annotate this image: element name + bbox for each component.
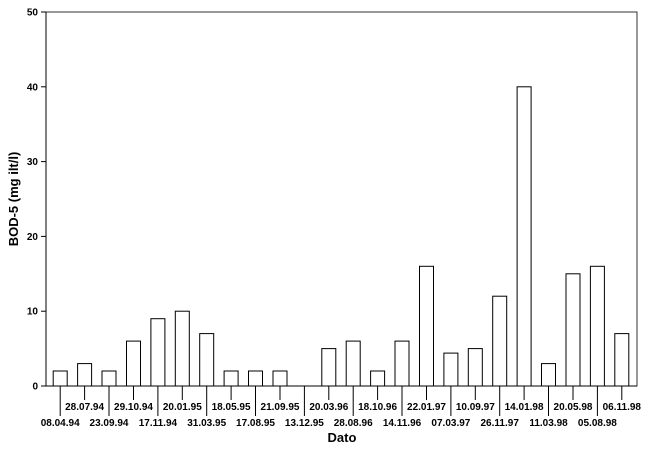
bar-23 [614,333,630,387]
x-tick-label-2: 23.09.94 [90,418,129,429]
bar-5 [174,310,190,387]
x-tick-label-4: 17.11.94 [139,418,178,429]
x-tick-label-15: 22.01.97 [407,402,446,413]
x-tick-label-16: 07.03.97 [431,418,470,429]
bar-12 [345,340,361,387]
x-tick-label-6: 31.03.95 [187,418,226,429]
x-tick-label-bg-5 [161,402,204,413]
x-axis-title: Dato [328,430,357,445]
x-tick-label-bg-11 [308,402,350,413]
x-tick-label-23: 06.11.98 [603,402,642,413]
bar-3 [126,340,141,387]
y-axis: 0 10 20 30 40 50 [27,8,47,393]
x-tick-label-8: 17.08.95 [236,418,275,429]
x-tick-label-5: 20.01.95 [163,402,202,413]
x-tick-label-1: 28.07.94 [65,402,104,413]
bar-1 [77,363,93,387]
bar-18 [492,295,508,387]
x-tick-label-bg-12 [332,418,375,429]
x-tick-label-10: 13.12.95 [285,418,324,429]
x-tick-label-bg-6 [186,418,228,429]
x-tick-label-18: 26.11.97 [481,418,520,429]
bar-0 [52,370,68,387]
x-tick-label-17: 10.09.97 [456,402,495,413]
x-tick-label-bg-2 [88,418,130,429]
y-tick-label-2: 20 [27,232,39,243]
bar-9 [272,370,288,387]
x-tick-label-bg-22 [576,418,619,429]
x-tick-label-bg-19 [503,402,545,413]
bar-21 [565,273,581,387]
x-tick-label-bg-16 [430,418,472,429]
bar-16 [443,352,459,387]
y-axis-title: BOD-5 (mg ilt/l) [6,152,21,247]
x-tick-label-bg-20 [528,418,570,429]
y-tick-label-4: 40 [27,82,39,93]
x-axis [46,385,637,416]
x-tick-label-bg-7 [210,402,252,413]
x-tick-label-bg-4 [137,418,179,429]
x-tick-label-0: 08.04.94 [41,418,80,429]
plot-frame [45,11,638,387]
x-tick-label-bg-15 [406,402,448,413]
bar-14 [394,340,410,387]
bars [52,86,630,387]
bar-7 [223,370,239,387]
bar-17 [467,348,483,387]
x-tick-label-7: 18.05.95 [212,402,251,413]
x-tick-label-11: 20.03.96 [309,402,348,413]
bar-20 [541,363,556,387]
x-tick-label-3: 29.10.94 [114,402,153,413]
x-tick-label-bg-0 [39,418,82,429]
y-tick-label-3: 30 [27,157,39,168]
y-tick-label-0: 0 [32,382,38,393]
bar-15 [419,265,434,387]
bar-11 [321,348,337,387]
bar-8 [248,370,263,387]
x-tick-label-bg-17 [454,402,497,413]
x-tick-label-14: 14.11.96 [383,418,422,429]
x-tick-label-bg-13 [357,402,399,413]
x-tick-label-21: 20.05.98 [554,402,593,413]
bar-13 [370,370,386,387]
x-tick-label-20: 11.03.98 [529,418,568,429]
bar-2 [101,370,117,387]
y-tick-label-1: 10 [27,307,39,318]
x-tick-label-9: 21.09.95 [261,402,300,413]
bar-4 [150,318,166,387]
x-tick-label-bg-23 [601,402,643,413]
x-tick-label-bg-8 [235,418,277,429]
x-tick-label-bg-1 [64,402,106,413]
bar-19 [516,86,532,387]
x-tick-label-bg-14 [381,418,423,429]
x-tick-label-bg-10 [283,418,326,429]
x-tick-label-22: 05.08.98 [578,418,617,429]
y-tick-label-5: 50 [27,8,39,19]
x-tick-label-bg-18 [479,418,521,429]
x-tick-label-12: 28.08.96 [334,418,373,429]
x-tick-label-19: 14.01.98 [505,402,544,413]
bar-22 [589,265,605,387]
x-tick-label-bg-21 [552,402,594,413]
x-tick-label-13: 18.10.96 [358,402,397,413]
category-labels: 08.04.94 28.07.94 23.09.94 29.10.94 17.11.94… [39,402,643,429]
bar-6 [199,333,215,387]
x-tick-label-bg-9 [259,402,301,413]
x-tick-label-bg-3 [113,402,155,413]
